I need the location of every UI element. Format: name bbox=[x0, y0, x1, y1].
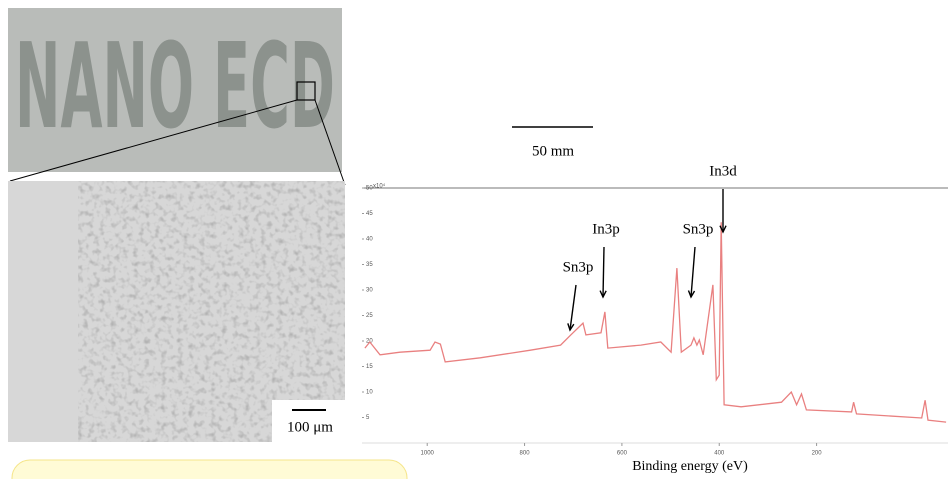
y-tick-label: 40 bbox=[366, 237, 373, 243]
annotation: In3d bbox=[709, 163, 737, 179]
scale-label: 100 μm bbox=[287, 419, 333, 435]
x-tick-label: 400 bbox=[714, 451, 725, 457]
annotation: In3p bbox=[592, 221, 620, 237]
annotation: Sn3p bbox=[683, 221, 714, 237]
y-tick-label: 25 bbox=[366, 313, 373, 319]
y-tick-label: 10 bbox=[366, 390, 373, 396]
spectrum bbox=[365, 222, 946, 422]
y-tick-label: 15 bbox=[366, 364, 373, 370]
x-tick-label: 200 bbox=[812, 451, 823, 457]
arrow bbox=[603, 247, 604, 297]
x-tick-label: 800 bbox=[520, 451, 531, 457]
arrow bbox=[691, 247, 695, 297]
annotation: Sn3p bbox=[563, 259, 594, 275]
y-multiplier: x10⁴ bbox=[373, 183, 386, 190]
y-tick-label: 45 bbox=[366, 211, 373, 217]
y-tick-label: 5 bbox=[366, 415, 370, 421]
x-tick-label: 600 bbox=[617, 451, 628, 457]
x-axis-title: Binding energy (eV) bbox=[632, 459, 748, 474]
x-tick-label: 1000 bbox=[421, 451, 435, 457]
y-tick-label: 35 bbox=[366, 262, 373, 268]
page: {"photo":{"label":"NANO ECD","scale_bar"… bbox=[0, 0, 951, 479]
arrow bbox=[570, 285, 576, 330]
scale-label: 50 mm bbox=[532, 143, 574, 159]
note-box bbox=[12, 460, 407, 479]
figure: NANO ECD 50 mm 100 μm 510152025303540455… bbox=[0, 0, 951, 479]
y-tick-label: 30 bbox=[366, 288, 373, 294]
